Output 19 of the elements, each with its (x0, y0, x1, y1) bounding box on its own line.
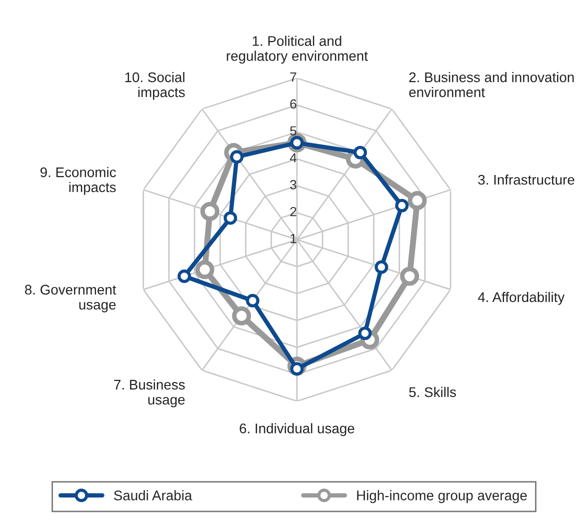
spoke-label: 5. Skills (409, 386, 456, 398)
spoke-label: 4. Affordability (478, 292, 565, 305)
spoke-label: 7. Business usage (114, 379, 185, 408)
spoke-label: 1. Political and regulatory environment (226, 36, 368, 64)
y-tick-label: 6 (290, 99, 296, 109)
spoke-label: 10. Social impacts (125, 72, 185, 100)
y-tick-label: 2 (290, 206, 296, 216)
y-tick-label: 5 (290, 126, 296, 136)
spoke-label: 6. Individual usage (240, 423, 354, 436)
y-tick-label: 7 (290, 72, 296, 82)
spoke-label: 8. Government usage (25, 284, 116, 312)
y-tick-label: 4 (290, 153, 297, 162)
y-tick-label: 3 (290, 180, 296, 190)
spoke-label: 9. Economic impacts (40, 167, 116, 195)
spoke-label: 2. Business and innovation environment (409, 72, 574, 98)
spoke-label: 3. Infrastructure (478, 174, 574, 185)
y-tick-label: 1 (290, 234, 296, 244)
legend-label: High-income group average (357, 490, 527, 504)
legend-label: Saudi Arabia (114, 490, 192, 500)
